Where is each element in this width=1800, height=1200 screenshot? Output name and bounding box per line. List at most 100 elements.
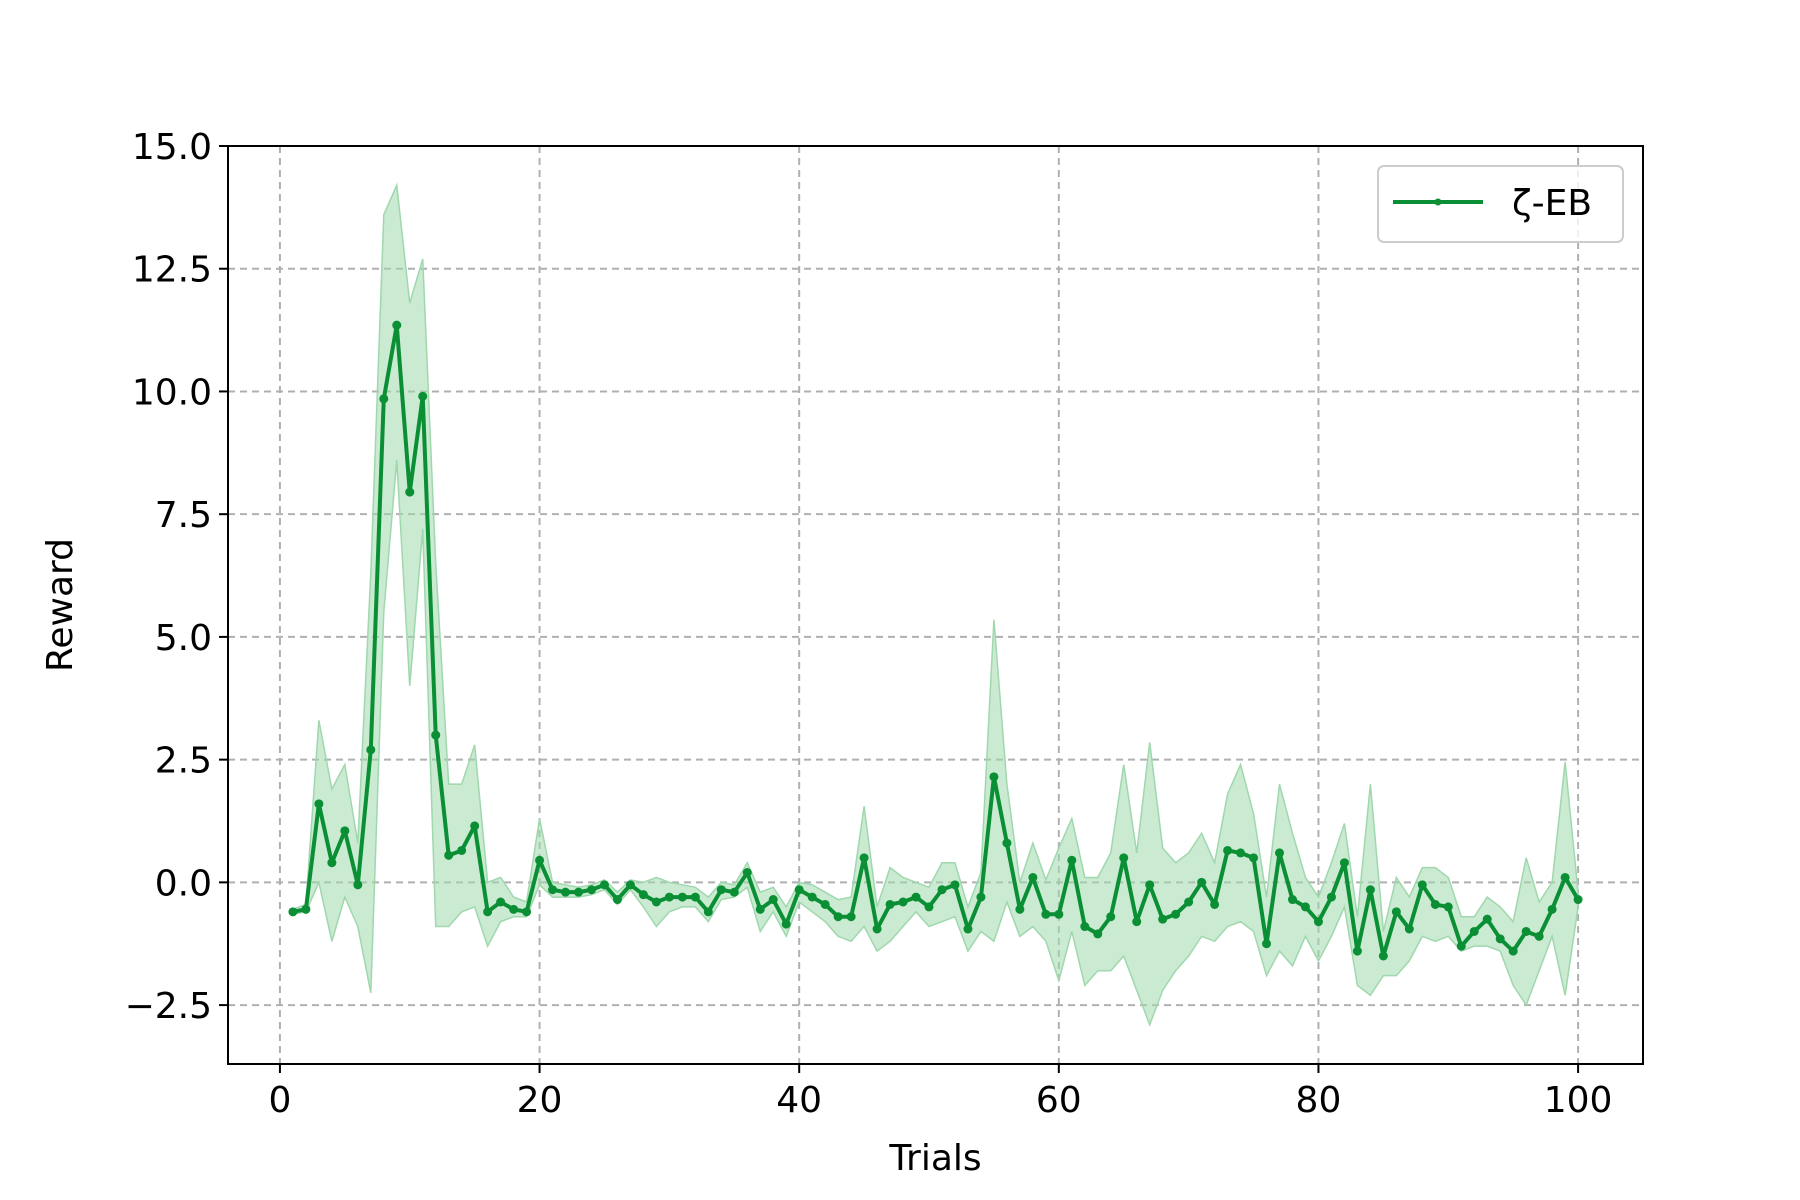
data-point [1300, 902, 1310, 912]
data-point [431, 730, 441, 740]
data-point [859, 853, 869, 863]
data-point [522, 907, 532, 917]
data-point [690, 892, 700, 902]
data-point [1430, 899, 1440, 909]
data-point [1508, 946, 1518, 956]
data-point [1275, 848, 1285, 858]
data-point [1002, 838, 1012, 848]
data-point [509, 904, 519, 914]
data-point [586, 885, 596, 895]
data-point [314, 799, 324, 809]
confidence-band [292, 182, 1579, 1027]
data-point [535, 855, 545, 865]
y-tick-label: 10.0 [132, 372, 212, 413]
y-tick-label: 7.5 [155, 495, 212, 536]
data-point [807, 892, 817, 902]
data-point [1313, 917, 1323, 927]
data-point [1443, 902, 1453, 912]
data-point [625, 880, 635, 890]
data-point [1171, 909, 1181, 919]
data-point [1495, 934, 1505, 944]
data-point [937, 885, 947, 895]
data-point [1469, 926, 1479, 936]
data-point [1028, 872, 1038, 882]
data-point [1132, 917, 1142, 927]
data-point [1158, 914, 1168, 924]
data-point [872, 924, 882, 934]
legend-box [1377, 165, 1624, 243]
data-point [288, 907, 298, 917]
data-point [911, 892, 921, 902]
data-point [755, 904, 765, 914]
series-line [292, 323, 1580, 958]
x-tick-label: 20 [517, 1080, 563, 1121]
data-point [1145, 880, 1155, 890]
data-point [599, 880, 609, 890]
data-point [457, 845, 467, 855]
data-point [1365, 885, 1375, 895]
data-point [1262, 939, 1272, 949]
data-point [353, 880, 363, 890]
data-point [1015, 904, 1025, 914]
data-point [444, 850, 454, 860]
x-axis-title: Trials [888, 1138, 981, 1179]
data-point [1197, 877, 1207, 887]
x-tick-label: 100 [1544, 1080, 1613, 1121]
data-point [794, 885, 804, 895]
data-point [820, 899, 830, 909]
y-tick-label: 15.0 [132, 127, 212, 168]
data-point [651, 897, 661, 907]
data-point [1534, 931, 1544, 941]
data-point [1054, 909, 1064, 919]
data-point [1249, 853, 1259, 863]
data-point [1404, 924, 1414, 934]
data-point [1106, 912, 1116, 922]
data-point [1339, 858, 1349, 868]
axes-frame [227, 145, 1644, 1065]
data-point [1417, 880, 1427, 890]
y-tick-label: −2.5 [125, 986, 212, 1027]
data-point [418, 391, 428, 401]
data-point [1236, 848, 1246, 858]
data-point [833, 912, 843, 922]
x-axis: 0 20 40 60 80 100 [268, 1064, 1612, 1121]
data-point [1080, 922, 1090, 932]
data-point [1041, 909, 1051, 919]
plot-area [288, 182, 1583, 1027]
data-point [405, 487, 415, 497]
data-point [729, 887, 739, 897]
y-tick-label: 5.0 [155, 618, 212, 659]
data-point [989, 772, 999, 782]
data-point [379, 394, 389, 404]
y-tick-label: 12.5 [132, 250, 212, 291]
data-point [963, 924, 973, 934]
legend-label: ζ-EB [1512, 183, 1592, 224]
data-point [1560, 872, 1570, 882]
data-point [574, 887, 584, 897]
data-point [1223, 845, 1233, 855]
data-point [327, 858, 337, 868]
data-point [976, 892, 986, 902]
data-point [846, 912, 856, 922]
data-point [496, 897, 506, 907]
data-point [677, 892, 687, 902]
data-point [898, 897, 908, 907]
legend: ζ-EB [1377, 165, 1624, 243]
data-point [703, 907, 713, 917]
y-tick-label: 0.0 [155, 863, 212, 904]
data-point [664, 892, 674, 902]
data-point [561, 887, 571, 897]
y-axis: −2.5 0.0 2.5 5.0 7.5 10.0 12.5 15.0 [125, 127, 228, 1027]
data-point [548, 885, 558, 895]
data-point [768, 895, 778, 905]
data-point [1119, 853, 1129, 863]
data-point [1093, 929, 1103, 939]
data-point [1184, 897, 1194, 907]
data-point [1456, 941, 1466, 951]
data-point [885, 899, 895, 909]
data-point [742, 868, 752, 878]
data-point [1352, 946, 1362, 956]
x-tick-label: 60 [1036, 1080, 1082, 1121]
data-point [1210, 899, 1220, 909]
